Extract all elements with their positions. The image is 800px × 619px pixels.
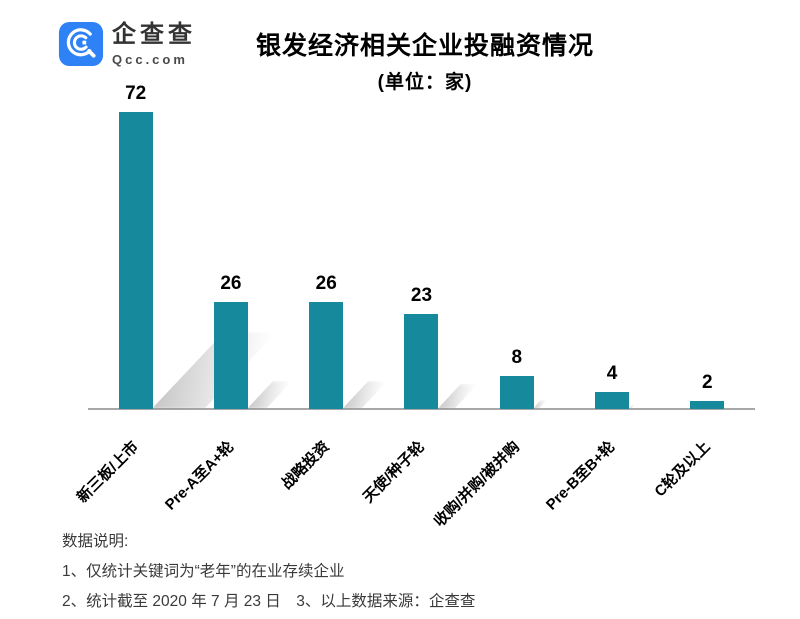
bar-group: 2 (660, 112, 755, 409)
plot-area: 72 26 26 23 8 4 2 (88, 83, 755, 409)
category-label-cell: Pre-B至B+轮 (543, 413, 659, 538)
bar-value-label: 23 (410, 285, 433, 306)
bar-shadow (723, 407, 727, 409)
bar (118, 112, 153, 409)
chart-title: 银发经济相关企业投融资情况 (255, 32, 594, 60)
bar-value-label: 26 (220, 273, 242, 294)
logo-domain: Qcc.com (112, 51, 188, 67)
qcc-logo-icon (58, 21, 104, 67)
logo-name: 企查查 (112, 20, 196, 48)
bar (690, 401, 725, 409)
category-label-cell: 战略投资 (278, 413, 374, 538)
bar-group: 4 (564, 112, 659, 409)
chart-unit-subtitle: (单位：家) (377, 72, 473, 93)
bar (499, 376, 534, 409)
qcc-logo: 企查查 Qcc.com (58, 21, 196, 67)
bar (309, 302, 344, 409)
title-block: 银发经济相关企业投融资情况 (单位：家) (50, 26, 800, 94)
category-labels: 新三板/上市 Pre-A至A+轮 战略投资 天使/种子轮 收购/并购/被并购 Pre-B至… (74, 413, 755, 538)
bar-shadow (628, 405, 636, 409)
bar-value-label: 4 (606, 363, 618, 384)
bar-value-label: 2 (702, 372, 713, 393)
category-label-cell: Pre-A至A+轮 (162, 413, 278, 538)
category-label: 战略投资 (278, 438, 333, 493)
category-label-cell: 新三板/上市 (74, 413, 183, 538)
bar (404, 314, 439, 409)
notes-line-1: 1、仅统计关键词为“老年”的在业存续企业 (62, 563, 345, 580)
bar-value-label: 8 (511, 347, 523, 368)
x-axis-line (88, 408, 755, 410)
notes-line-2: 2、统计截至 2020 年 7 月 23 日 3、以上数据来源：企查查 (62, 593, 476, 610)
bar-value-label: 72 (125, 83, 147, 104)
bar-group: 26 (279, 112, 388, 409)
category-label: 新三板/上市 (74, 438, 143, 507)
bar-group: 72 (88, 83, 277, 409)
category-label-cell: 收购/并购/被并购 (431, 413, 564, 538)
bar-group: 8 (469, 112, 564, 409)
data-notes: 数据说明: 1、仅统计关键词为“老年”的在业存续企业 2、统计截至 2020 年… (62, 529, 475, 611)
notes-heading: 数据说明: (62, 533, 129, 550)
bar-group: 23 (374, 112, 478, 409)
category-label-cell: C轮及以上 (652, 413, 755, 538)
bar-value-label: 26 (315, 273, 337, 294)
bar-shadow (532, 400, 547, 409)
bar (595, 392, 630, 409)
bar (213, 302, 248, 409)
category-label: C轮及以上 (651, 438, 715, 501)
